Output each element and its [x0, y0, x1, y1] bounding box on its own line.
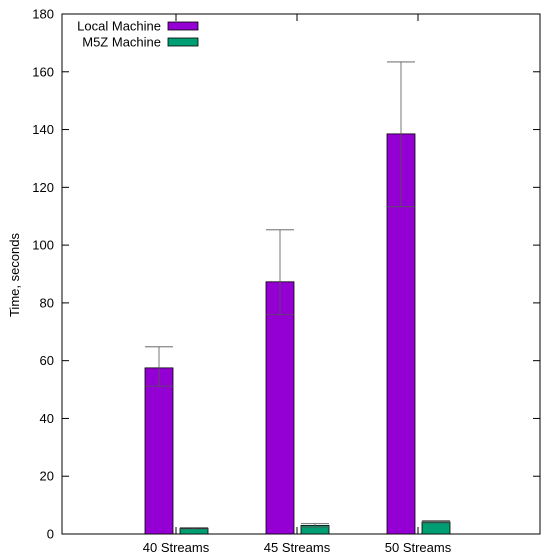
y-tick-label: 180	[32, 7, 54, 22]
y-tick-label: 40	[40, 411, 54, 426]
y-tick-label: 20	[40, 469, 54, 484]
plot-border	[62, 14, 540, 534]
y-axis-title: Time, seconds	[7, 232, 22, 317]
legend-swatch	[168, 38, 198, 46]
x-tick-label: 45 Streams	[264, 540, 331, 555]
plot-frame	[62, 14, 540, 534]
x-tick-label: 40 Streams	[143, 540, 210, 555]
bar-m5z	[422, 522, 450, 534]
legend-label: Local Machine	[77, 19, 161, 34]
y-tick-label: 80	[40, 295, 54, 310]
y-tick-label: 100	[32, 238, 54, 253]
y-tick-label: 0	[47, 527, 54, 542]
y-tick-label: 60	[40, 353, 54, 368]
bar-local	[266, 282, 294, 534]
y-tick-label: 140	[32, 122, 54, 137]
y-tick-label: 160	[32, 64, 54, 79]
x-tick-label: 50 Streams	[385, 540, 452, 555]
bars	[145, 62, 450, 534]
legend-swatch	[168, 22, 198, 30]
y-tick-label: 120	[32, 180, 54, 195]
legend-label: M5Z Machine	[82, 35, 161, 50]
bar-local	[145, 368, 173, 534]
